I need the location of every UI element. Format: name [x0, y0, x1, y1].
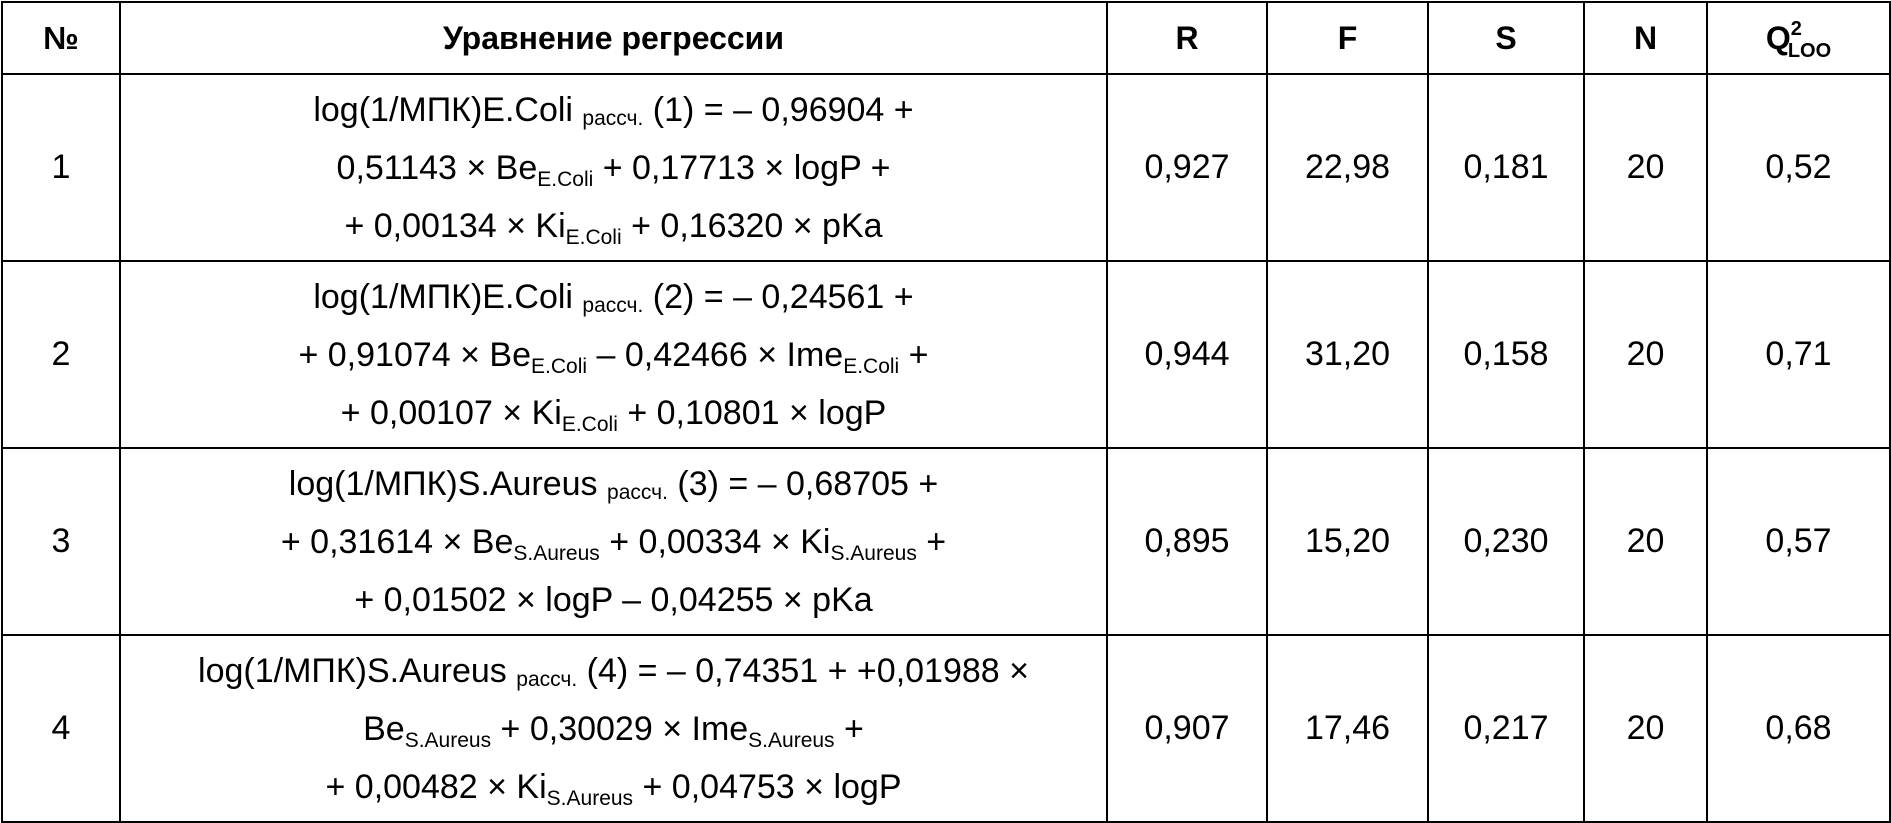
regression-equation: log(1/МПК)S.Aureus рассч. (4) = – 0,7435… — [119, 634, 1108, 823]
equation-text: 0,51143 × Be — [336, 148, 538, 187]
header-equation: Уравнение регрессии — [119, 1, 1108, 75]
table-row: 3 log(1/МПК)S.Aureus рассч. (3) = – 0,687… — [1, 447, 1891, 636]
equation-text: + 0,00482 × Ki — [325, 767, 547, 806]
value-n: 20 — [1583, 73, 1708, 262]
equation-text: + 0,91074 × Be — [298, 335, 532, 374]
header-f: F — [1266, 1, 1429, 75]
row-number: 3 — [1, 447, 121, 636]
equation-text: + 0,17713 × logP + — [593, 148, 891, 187]
subscript: рассч. — [607, 480, 668, 504]
subscript: рассч. — [516, 667, 578, 691]
value-r: 0,895 — [1106, 447, 1268, 636]
header-q2loo: Q2LOO — [1706, 1, 1891, 75]
subscript: S.Aureus — [748, 728, 835, 752]
equation-text: + 0,00334 × Ki — [599, 522, 831, 561]
value-q2loo: 0,71 — [1706, 260, 1891, 449]
equation-text: – 0,42466 × Ime — [587, 335, 844, 374]
subscript: E.Coli — [843, 354, 900, 378]
equation-text: + 0,00107 × Ki — [340, 393, 562, 432]
value-f: 22,98 — [1266, 73, 1429, 262]
subscript: S.Aureus — [513, 541, 600, 565]
value-s: 0,158 — [1427, 260, 1585, 449]
regression-equation: log(1/МПК)E.Coli рассч. (2) = – 0,24561 … — [119, 260, 1108, 449]
equation-text: log(1/МПК)S.Aureus — [198, 651, 517, 690]
header-num: № — [1, 1, 121, 75]
header-s: S — [1427, 1, 1585, 75]
value-f: 15,20 — [1266, 447, 1429, 636]
regression-equation: log(1/МПК)S.Aureus рассч. (3) = – 0,6870… — [119, 447, 1108, 636]
equation-text: log(1/МПК)E.Coli — [313, 277, 583, 316]
equation-line: log(1/МПК)S.Aureus рассч. (3) = – 0,6870… — [121, 455, 1106, 513]
equation-line: + 0,00482 × KiS.Aureus + 0,04753 × logP — [121, 758, 1106, 816]
equation-text: + — [834, 709, 864, 748]
equation-text: + 0,00134 × Ki — [344, 206, 566, 245]
value-r: 0,907 — [1106, 634, 1268, 823]
value-r: 0,927 — [1106, 73, 1268, 262]
equation-text: (4) = – 0,74351 + +0,01988 × — [577, 651, 1029, 690]
value-f: 31,20 — [1266, 260, 1429, 449]
subscript: E.Coli — [531, 354, 588, 378]
equation-line: + 0,01502 × logP – 0,04255 × pKa — [121, 571, 1106, 629]
value-s: 0,230 — [1427, 447, 1585, 636]
value-n: 20 — [1583, 447, 1708, 636]
value-q2loo: 0,68 — [1706, 634, 1891, 823]
equation-text: log(1/МПК)E.Coli — [313, 90, 583, 129]
equation-line: log(1/МПК)S.Aureus рассч. (4) = – 0,7435… — [121, 642, 1106, 700]
subscript: рассч. — [582, 293, 644, 317]
subscript: E.Coli — [537, 167, 594, 191]
header-q-main: Q — [1765, 19, 1791, 56]
header-q-sup: 2 — [1790, 17, 1802, 40]
table-body: 1 log(1/МПК)E.Coli рассч. (1) = – 0,96904… — [1, 73, 1891, 823]
subscript: S.Aureus — [404, 728, 492, 752]
row-number: 4 — [1, 634, 121, 823]
header-n: N — [1583, 1, 1708, 75]
value-s: 0,217 — [1427, 634, 1585, 823]
subscript: рассч. — [582, 106, 644, 130]
equation-line: + 0,00134 × KiE.Coli + 0,16320 × pKa — [121, 197, 1106, 255]
equation-text: + 0,10801 × logP — [617, 393, 887, 432]
regression-equation: log(1/МПК)E.Coli рассч. (1) = – 0,96904 … — [119, 73, 1108, 262]
equation-text: + — [899, 335, 929, 374]
value-q2loo: 0,57 — [1706, 447, 1891, 636]
header-r: R — [1106, 1, 1268, 75]
equation-text: log(1/МПК)S.Aureus — [288, 464, 608, 503]
value-n: 20 — [1583, 634, 1708, 823]
equation-text: + 0,01502 × logP – 0,04255 × pKa — [354, 580, 873, 619]
value-r: 0,944 — [1106, 260, 1268, 449]
equation-text: Be — [363, 709, 405, 748]
row-number: 2 — [1, 260, 121, 449]
equation-line: log(1/МПК)E.Coli рассч. (1) = – 0,96904 … — [121, 81, 1106, 139]
value-n: 20 — [1583, 260, 1708, 449]
subscript: S.Aureus — [830, 541, 917, 565]
subscript: E.Coli — [565, 225, 622, 249]
equation-text: + 0,31614 × Be — [280, 522, 514, 561]
equation-line: + 0,91074 × BeE.Coli – 0,42466 × ImeE.Co… — [121, 326, 1106, 384]
subscript: E.Coli — [561, 412, 618, 436]
header-row: № Уравнение регрессии R F S N Q2LOO — [1, 1, 1891, 75]
equation-text: + 0,04753 × logP — [633, 767, 902, 806]
equation-text: (2) = – 0,24561 + — [643, 277, 914, 316]
equation-text: (3) = – 0,68705 + — [667, 464, 939, 503]
equation-line: BeS.Aureus + 0,30029 × ImeS.Aureus + — [121, 700, 1106, 758]
value-f: 17,46 — [1266, 634, 1429, 823]
equation-text: + — [916, 522, 947, 561]
equation-text: (1) = – 0,96904 + — [643, 90, 914, 129]
equation-line: 0,51143 × BeE.Coli + 0,17713 × logP + — [121, 139, 1106, 197]
header-q-sub: LOO — [1787, 39, 1832, 62]
equation-text: + 0,30029 × Ime — [491, 709, 749, 748]
equation-line: + 0,31614 × BeS.Aureus + 0,00334 × KiS.A… — [121, 513, 1106, 571]
equation-line: log(1/МПК)E.Coli рассч. (2) = – 0,24561 … — [121, 268, 1106, 326]
value-q2loo: 0,52 — [1706, 73, 1891, 262]
value-s: 0,181 — [1427, 73, 1585, 262]
row-number: 1 — [1, 73, 121, 262]
subscript: S.Aureus — [546, 786, 634, 810]
equation-line: + 0,00107 × KiE.Coli + 0,10801 × logP — [121, 384, 1106, 442]
table-row: 4 log(1/МПК)S.Aureus рассч. (4) = – 0,743… — [1, 634, 1891, 823]
table-row: 2 log(1/МПК)E.Coli рассч. (2) = – 0,24561… — [1, 260, 1891, 449]
table-row: 1 log(1/МПК)E.Coli рассч. (1) = – 0,96904… — [1, 73, 1891, 262]
equation-text: + 0,16320 × pKa — [621, 206, 883, 245]
